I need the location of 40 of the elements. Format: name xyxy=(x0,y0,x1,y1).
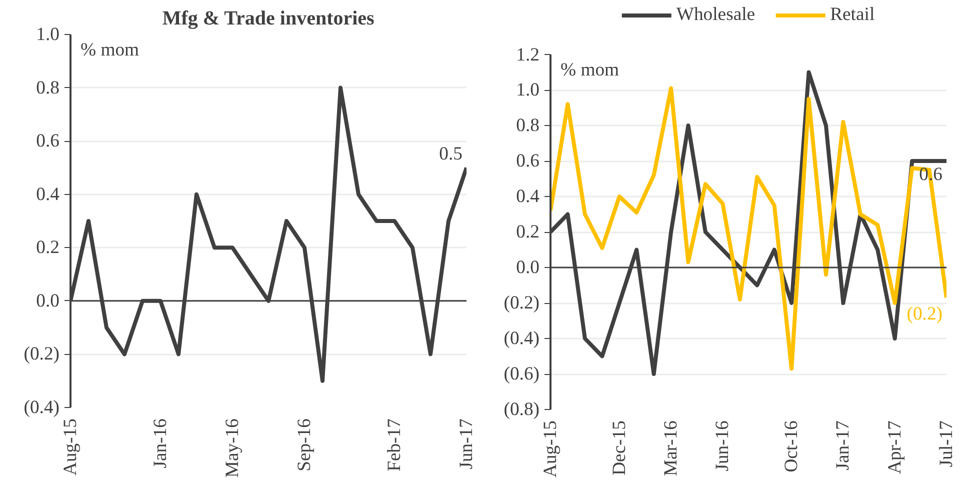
legend-label: Retail xyxy=(830,4,875,26)
chart-title: Mfg & Trade inventories xyxy=(162,8,375,30)
y-tick-label: (0.6) xyxy=(504,364,540,384)
x-tick-label: Feb-17 xyxy=(384,418,405,472)
y-tick-label: 0.4 xyxy=(516,186,540,207)
data-label: (0.2) xyxy=(906,304,943,325)
y-tick-label: 0.0 xyxy=(36,290,60,312)
y-tick-label: 1.0 xyxy=(516,80,540,100)
x-tick-label: Jun-17 xyxy=(456,418,477,470)
y-tick-label: (0.8) xyxy=(504,399,540,420)
y-tick-label: (0.4) xyxy=(504,328,540,349)
x-tick-label: Mar-16 xyxy=(660,420,682,476)
x-tick-label: May-16 xyxy=(222,418,243,478)
y-tick-label: 0.2 xyxy=(36,237,60,258)
x-tick-label: Jan-16 xyxy=(150,418,171,468)
y-tick-label: (0.2) xyxy=(504,292,540,314)
x-tick-label: Jun-16 xyxy=(712,420,734,472)
y-tick-label: 0.8 xyxy=(516,115,540,136)
y-tick-label: (0.2) xyxy=(24,344,60,365)
legend-label: Wholesale xyxy=(676,4,756,26)
y-tick-label: 0.6 xyxy=(36,130,60,152)
y-tick-label: 0.0 xyxy=(516,257,540,278)
x-tick-label: Jan-17 xyxy=(832,420,854,470)
data-label: 0.5 xyxy=(439,144,463,165)
y-tick-label: 1.2 xyxy=(516,44,540,66)
y-axis-title: % mom xyxy=(80,40,140,60)
x-tick-label: Aug-15 xyxy=(60,418,81,476)
x-tick-label: Sep-16 xyxy=(294,418,315,472)
y-tick-label: (0.4) xyxy=(24,397,60,418)
x-tick-label: Oct-16 xyxy=(781,420,802,472)
x-tick-label: Dec-15 xyxy=(608,420,630,476)
y-tick-label: 0.8 xyxy=(36,77,60,98)
y-tick-label: 0.6 xyxy=(516,150,540,172)
y-tick-label: 1.0 xyxy=(36,24,60,45)
y-axis-title: % mom xyxy=(560,60,620,80)
x-tick-label: Aug-15 xyxy=(540,420,561,478)
y-tick-label: 0.2 xyxy=(516,222,540,242)
x-tick-label: Apr-17 xyxy=(884,420,906,474)
y-tick-label: 0.4 xyxy=(36,184,60,205)
x-tick-label: Jul-17 xyxy=(936,420,957,468)
